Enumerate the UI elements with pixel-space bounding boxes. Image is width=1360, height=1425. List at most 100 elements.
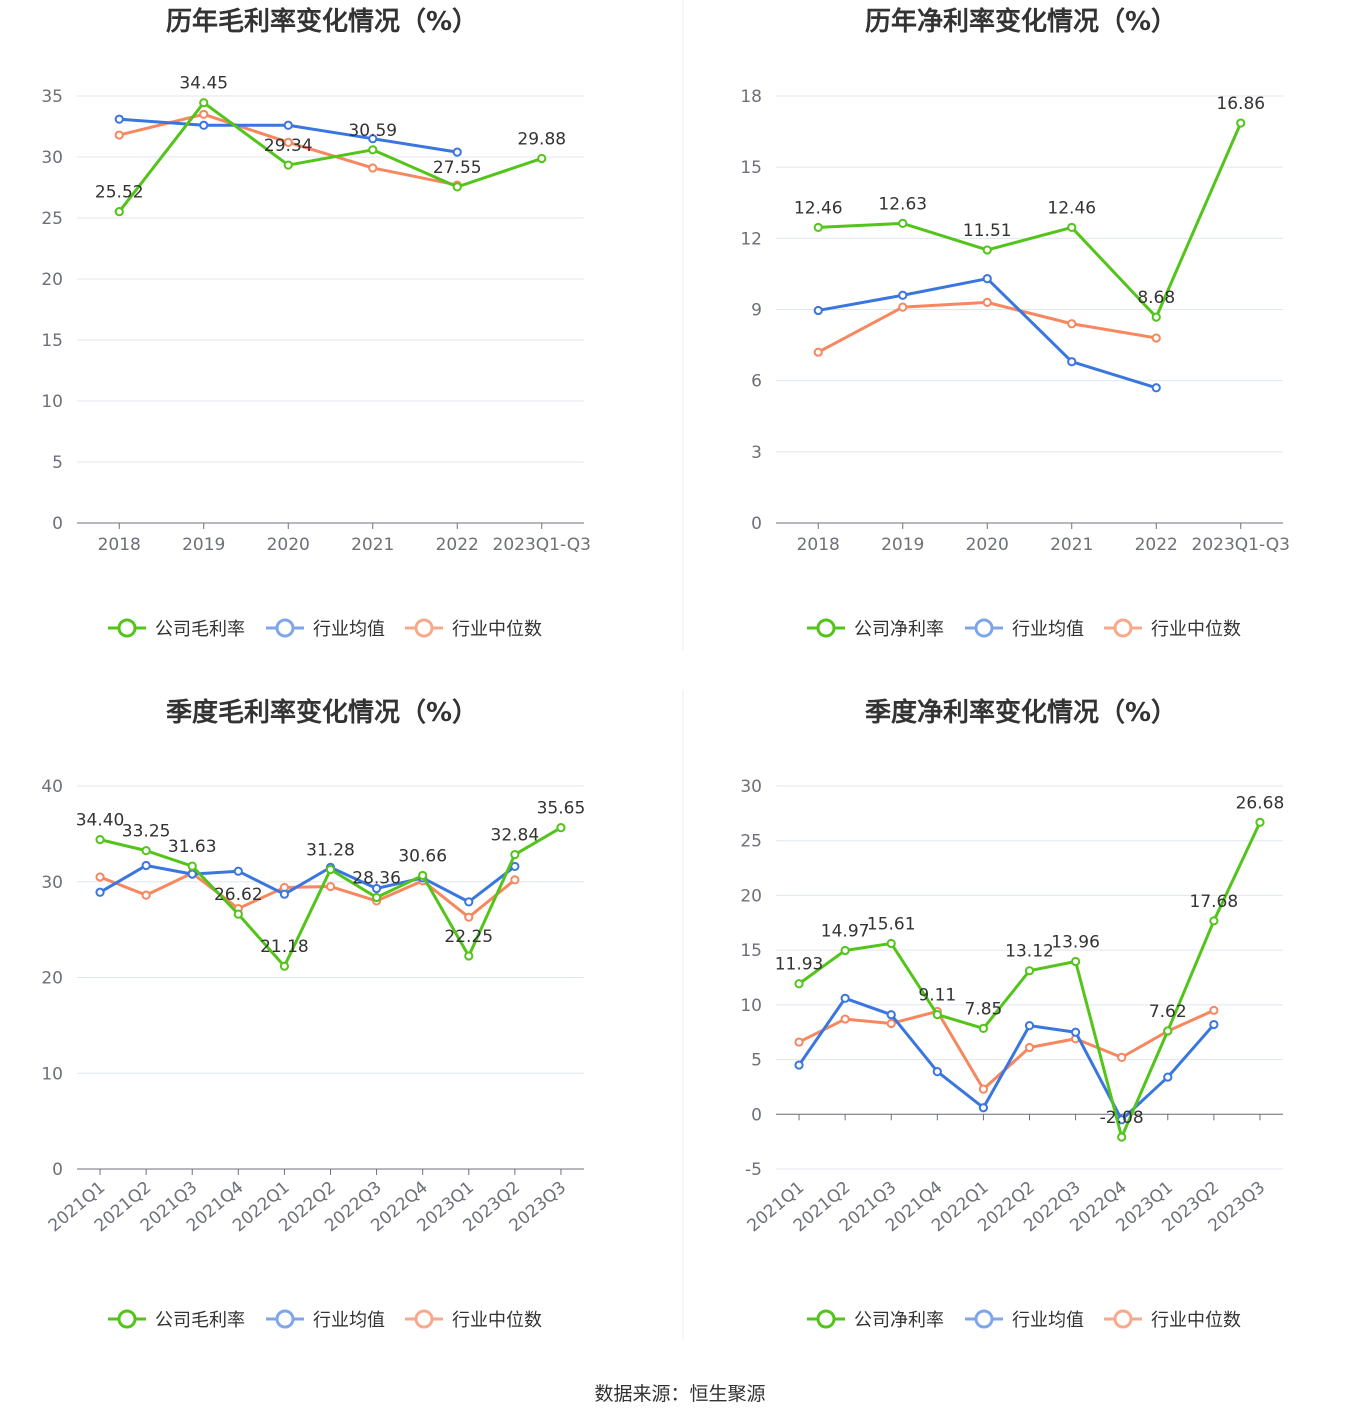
data-point[interactable] (886, 938, 896, 949)
data-point[interactable] (233, 866, 243, 876)
data-point[interactable] (95, 835, 105, 845)
legend-item[interactable]: 行业中位数 (1104, 1309, 1241, 1331)
data-point[interactable] (794, 1037, 804, 1047)
data-point[interactable] (886, 1010, 896, 1020)
data-point[interactable] (537, 153, 547, 164)
data-label: 33.25 (122, 822, 171, 842)
data-point[interactable] (978, 1023, 989, 1033)
data-point[interactable] (199, 120, 209, 130)
data-point[interactable] (1024, 1042, 1035, 1053)
data-point[interactable] (283, 160, 293, 170)
legend-item[interactable]: 行业中位数 (405, 618, 542, 640)
data-point[interactable] (1209, 1019, 1219, 1030)
data-point[interactable] (1255, 817, 1265, 827)
data-point[interactable] (840, 945, 850, 956)
data-point[interactable] (464, 951, 474, 961)
data-point[interactable] (813, 222, 823, 233)
data-point[interactable] (1024, 966, 1035, 976)
data-point[interactable] (1067, 319, 1077, 329)
data-point[interactable] (1024, 1021, 1035, 1031)
legend-label: 行业中位数 (452, 1310, 542, 1331)
data-point[interactable] (114, 207, 124, 217)
data-point[interactable] (368, 163, 378, 173)
data-point[interactable] (886, 1018, 896, 1029)
data-point[interactable] (199, 98, 209, 108)
data-point[interactable] (932, 1067, 942, 1077)
data-point[interactable] (1067, 222, 1077, 233)
legend-item[interactable]: 行业中位数 (1104, 618, 1241, 640)
data-point[interactable] (325, 881, 336, 892)
data-point[interactable] (898, 218, 908, 228)
data-point[interactable] (418, 870, 428, 881)
legend-item[interactable]: 行业均值 (965, 618, 1084, 640)
legend-item[interactable]: 公司净利率 (807, 1309, 944, 1331)
data-point[interactable] (794, 979, 804, 989)
data-point[interactable] (978, 1084, 989, 1094)
data-point[interactable] (1163, 1072, 1173, 1082)
data-point[interactable] (1151, 383, 1161, 393)
data-point[interactable] (141, 890, 151, 900)
data-point[interactable] (1151, 333, 1161, 343)
legend-item[interactable]: 公司毛利率 (108, 1309, 245, 1331)
data-point[interactable] (1236, 118, 1246, 128)
quarterly-net-title: 季度净利率变化情况（%） (865, 697, 1177, 728)
data-point[interactable] (794, 1060, 804, 1070)
data-point[interactable] (325, 864, 336, 875)
legend-item[interactable]: 公司毛利率 (108, 618, 245, 640)
data-point[interactable] (982, 245, 992, 255)
data-point[interactable] (187, 861, 197, 871)
data-point[interactable] (452, 147, 462, 157)
data-point[interactable] (283, 137, 293, 147)
data-point[interactable] (114, 130, 124, 140)
data-point[interactable] (199, 109, 209, 119)
data-point[interactable] (510, 861, 520, 872)
data-point[interactable] (187, 869, 197, 879)
data-point[interactable] (932, 1009, 942, 1020)
data-point[interactable] (813, 305, 823, 316)
data-point[interactable] (840, 993, 850, 1003)
legend-item[interactable]: 行业均值 (266, 618, 385, 640)
data-point[interactable] (141, 860, 151, 871)
data-point[interactable] (1070, 956, 1081, 967)
data-point[interactable] (95, 872, 105, 882)
data-point[interactable] (813, 347, 823, 357)
data-point[interactable] (840, 1014, 850, 1024)
data-point[interactable] (141, 846, 151, 856)
data-point[interactable] (368, 145, 378, 155)
data-point[interactable] (233, 909, 243, 919)
legend-item[interactable]: 行业均值 (965, 1309, 1084, 1331)
data-point[interactable] (464, 897, 474, 907)
data-point[interactable] (452, 182, 462, 192)
data-point[interactable] (982, 297, 992, 307)
data-point[interactable] (371, 892, 382, 903)
data-point[interactable] (556, 823, 566, 833)
data-point[interactable] (1070, 1027, 1081, 1037)
data-point[interactable] (371, 883, 382, 894)
legend-item[interactable]: 行业中位数 (405, 1309, 542, 1331)
data-point[interactable] (1163, 1026, 1173, 1036)
legend-item[interactable]: 公司净利率 (807, 618, 944, 640)
legend-item[interactable]: 行业均值 (266, 1309, 385, 1331)
data-point[interactable] (279, 889, 290, 899)
data-point[interactable] (1151, 312, 1161, 322)
data-point[interactable] (279, 961, 290, 971)
annual-gross-title: 历年毛利率变化情况（%） (166, 6, 478, 37)
data-point[interactable] (1067, 357, 1077, 367)
data-point[interactable] (114, 114, 124, 124)
data-point[interactable] (95, 887, 105, 897)
data-point[interactable] (283, 120, 293, 130)
data-point[interactable] (1117, 1052, 1127, 1062)
data-point[interactable] (1209, 1005, 1219, 1015)
data-point[interactable] (464, 912, 474, 922)
legend-marker-icon (275, 618, 295, 638)
data-point[interactable] (510, 875, 520, 885)
data-point[interactable] (978, 1103, 989, 1113)
data-point[interactable] (898, 302, 908, 312)
data-point[interactable] (1117, 1132, 1127, 1142)
data-point[interactable] (1209, 916, 1219, 926)
data-point[interactable] (898, 290, 908, 300)
data-point[interactable] (368, 134, 378, 144)
data-point[interactable] (982, 274, 992, 284)
data-point[interactable] (510, 849, 520, 860)
